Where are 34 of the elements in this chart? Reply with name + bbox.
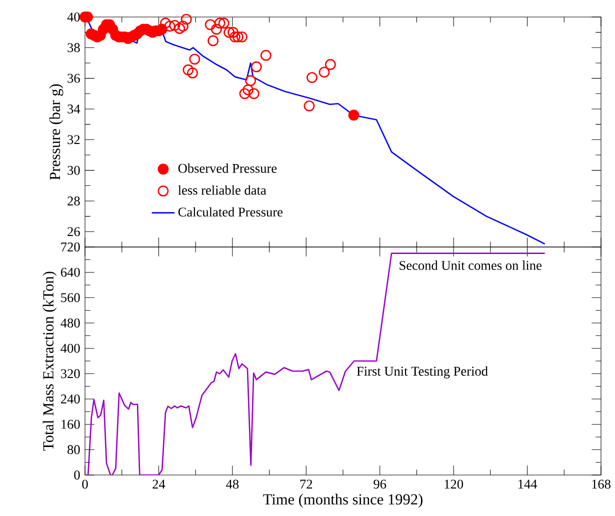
x-tick-label: 72: [300, 480, 312, 488]
annotation: Second Unit comes on line: [400, 260, 542, 270]
annotation: First Unit Testing Period: [356, 366, 488, 378]
y-tick-label: 720: [61, 242, 80, 252]
x-tick-label: 48: [226, 480, 239, 489]
x-tick-label: 24: [152, 480, 166, 488]
legend-label: Observed Pressure: [178, 163, 277, 173]
y-tick-label: 240: [60, 394, 80, 404]
y-tick-label: 80: [68, 445, 80, 454]
y-axis-title: Pressure (bar g): [49, 84, 64, 180]
y-tick-label: 560: [61, 293, 80, 302]
y-tick-label: 38: [68, 43, 80, 52]
legend-label: less reliable data: [178, 185, 266, 195]
x-tick-label: 96: [374, 480, 386, 489]
y-axis-title: Total Mass Extraction (kTon): [42, 272, 57, 451]
y-tick-label: 640: [60, 268, 80, 277]
y-tick-label: 34: [68, 104, 80, 114]
y-tick-label: 320: [61, 369, 80, 378]
y-tick-label: 36: [68, 74, 80, 83]
x-tick-label: 0: [82, 480, 88, 489]
y-tick-label: 0: [74, 470, 80, 480]
x-axis-title: Time (months since 1992): [263, 494, 422, 508]
y-tick-label: 480: [60, 318, 80, 328]
y-tick-label: 30: [68, 166, 80, 175]
x-tick-label: 144: [518, 480, 538, 488]
y-tick-label: 28: [68, 196, 80, 206]
y-tick-label: 160: [62, 420, 80, 429]
y-tick-label: 400: [60, 344, 80, 353]
legend-label: Calculated Pressure: [178, 207, 283, 217]
y-tick-label: 40: [67, 12, 80, 22]
x-tick-label: 168: [592, 480, 610, 489]
x-tick-label: 120: [444, 480, 464, 489]
y-tick-label: 26: [68, 227, 80, 236]
y-tick-label: 32: [68, 135, 80, 144]
